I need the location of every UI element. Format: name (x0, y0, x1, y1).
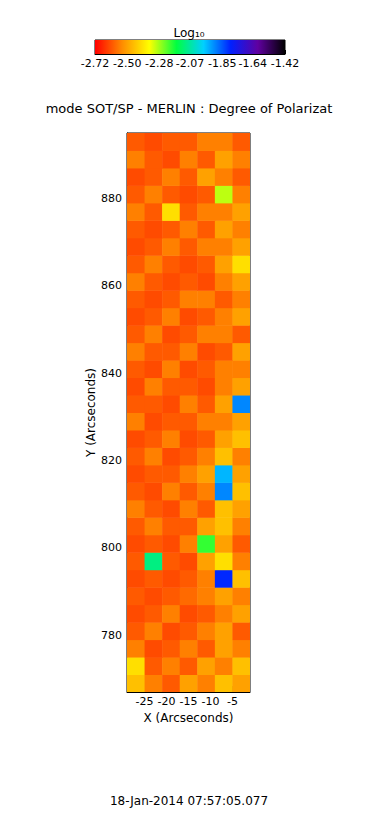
svg-text:-20: -20 (158, 695, 176, 708)
svg-text:-5: -5 (227, 695, 238, 708)
svg-text:mode SOT/SP - MERLIN : Degree: mode SOT/SP - MERLIN : Degree of Polariz… (46, 101, 333, 116)
svg-text:860: 860 (101, 279, 122, 292)
svg-text:Log₁₀: Log₁₀ (173, 26, 204, 40)
svg-text:Y (Arcseconds): Y (Arcseconds) (84, 368, 98, 458)
svg-text:-1.42: -1.42 (271, 57, 299, 70)
svg-text:-10: -10 (201, 695, 219, 708)
svg-text:800: 800 (101, 541, 122, 554)
svg-text:-2.07: -2.07 (176, 57, 204, 70)
svg-text:-2.50: -2.50 (113, 57, 141, 70)
svg-text:880: 880 (101, 192, 122, 205)
svg-text:820: 820 (101, 454, 122, 467)
svg-text:X (Arcseconds): X (Arcseconds) (144, 711, 234, 725)
svg-text:-25: -25 (136, 695, 154, 708)
svg-text:780: 780 (101, 629, 122, 642)
svg-text:-2.28: -2.28 (145, 57, 173, 70)
svg-text:18-Jan-2014 07:57:05.077: 18-Jan-2014 07:57:05.077 (110, 794, 268, 808)
svg-text:-1.85: -1.85 (208, 57, 236, 70)
svg-text:-15: -15 (180, 695, 198, 708)
svg-text:-1.64: -1.64 (239, 57, 267, 70)
svg-text:-2.72: -2.72 (81, 57, 109, 70)
svg-text:840: 840 (101, 367, 122, 380)
